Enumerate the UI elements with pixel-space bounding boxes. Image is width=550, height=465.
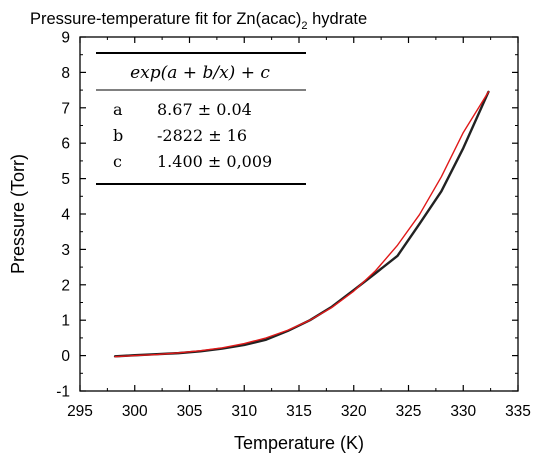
x-tick-label: 335 [505, 403, 531, 420]
x-tick-label: 320 [341, 403, 367, 420]
y-tick-label: 4 [61, 207, 70, 224]
y-tick-label: 5 [61, 171, 70, 188]
y-tick-label: 8 [61, 65, 70, 82]
chart-title-main: Pressure-temperature fit for Zn(acac) [30, 10, 301, 28]
x-tick-label: 325 [396, 403, 422, 420]
y-tick-label: 6 [61, 136, 70, 153]
x-tick-label: 300 [122, 403, 148, 420]
y-tick-label: 1 [61, 313, 70, 330]
series-layer [113, 90, 490, 358]
chart-title-suffix: hydrate [308, 10, 368, 28]
y-tick-label: -1 [56, 384, 70, 401]
y-tick-label: 7 [61, 100, 70, 117]
fit-table-header: exp(a + b/x) + c [130, 63, 270, 83]
x-axis-label: Temperature (K) [234, 433, 364, 453]
x-tick-label: 310 [231, 403, 257, 420]
x-tick-label: 330 [450, 403, 476, 420]
y-tick-label: 2 [61, 277, 70, 294]
x-tick-label: 315 [286, 403, 312, 420]
x-tick-label: 295 [67, 403, 93, 420]
fit-param-b-name: b [113, 126, 123, 145]
y-axis-label: Pressure (Torr) [8, 154, 28, 274]
fit-param-c-name: c [113, 152, 122, 171]
y-tick-label: 9 [61, 30, 70, 47]
fit-param-c-value: 1.400 ± 0,009 [157, 152, 272, 171]
y-tick-label: 0 [61, 348, 70, 365]
chart-title-subscript: 2 [301, 20, 307, 32]
chart-title: Pressure-temperature fit for Zn(acac)2 h… [30, 10, 367, 32]
fit-param-a-value: 8.67 ± 0.04 [157, 100, 252, 119]
axis-tick-labels: 295 300 305 310 315 320 325 330 335 -1 0 1 2 3 4 5 6 7 8 9 [56, 30, 531, 421]
axis-ticks [79, 36, 519, 392]
fit-param-a-name: a [113, 100, 123, 119]
fit-table: exp(a + b/x) + c a 8.67 ± 0.04 b -2822 ±… [96, 52, 306, 185]
fit-param-b-value: -2822 ± 16 [157, 126, 247, 145]
y-tick-label: 3 [61, 242, 70, 259]
x-tick-label: 305 [177, 403, 203, 420]
fit-curve [114, 91, 490, 358]
